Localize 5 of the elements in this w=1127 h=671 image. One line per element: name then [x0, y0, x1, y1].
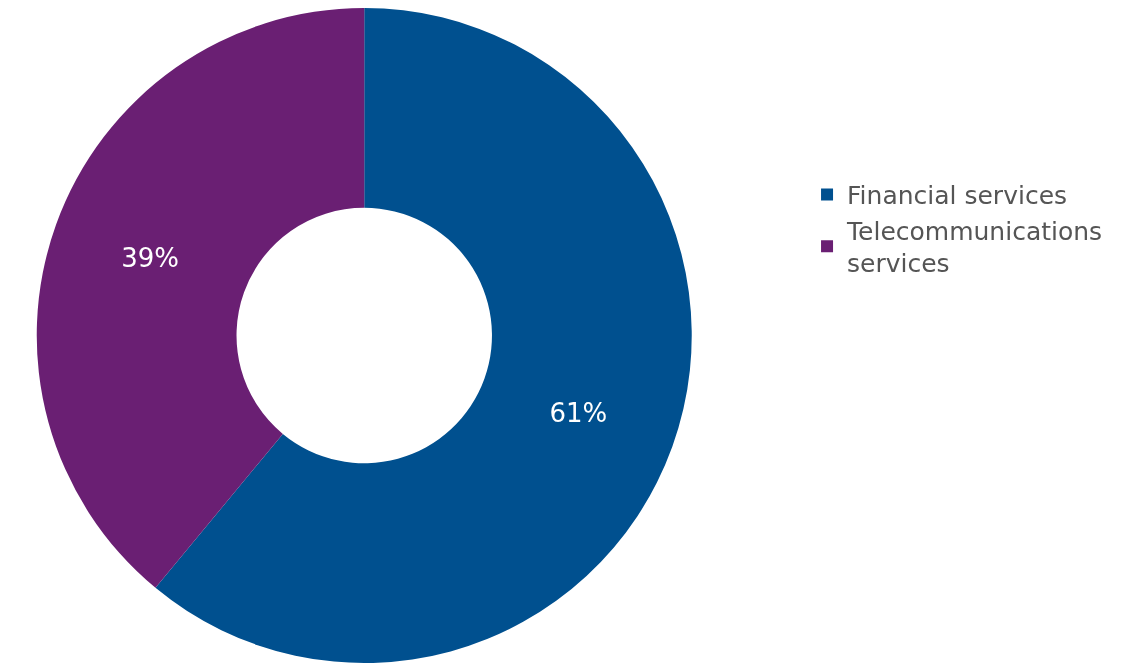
data-label: 61% [549, 397, 608, 428]
donut-slice [36, 8, 365, 588]
legend-label: Financial services [847, 181, 1068, 211]
legend-label: Telecommunications services [846, 216, 1103, 279]
data-label: 39% [121, 243, 179, 274]
